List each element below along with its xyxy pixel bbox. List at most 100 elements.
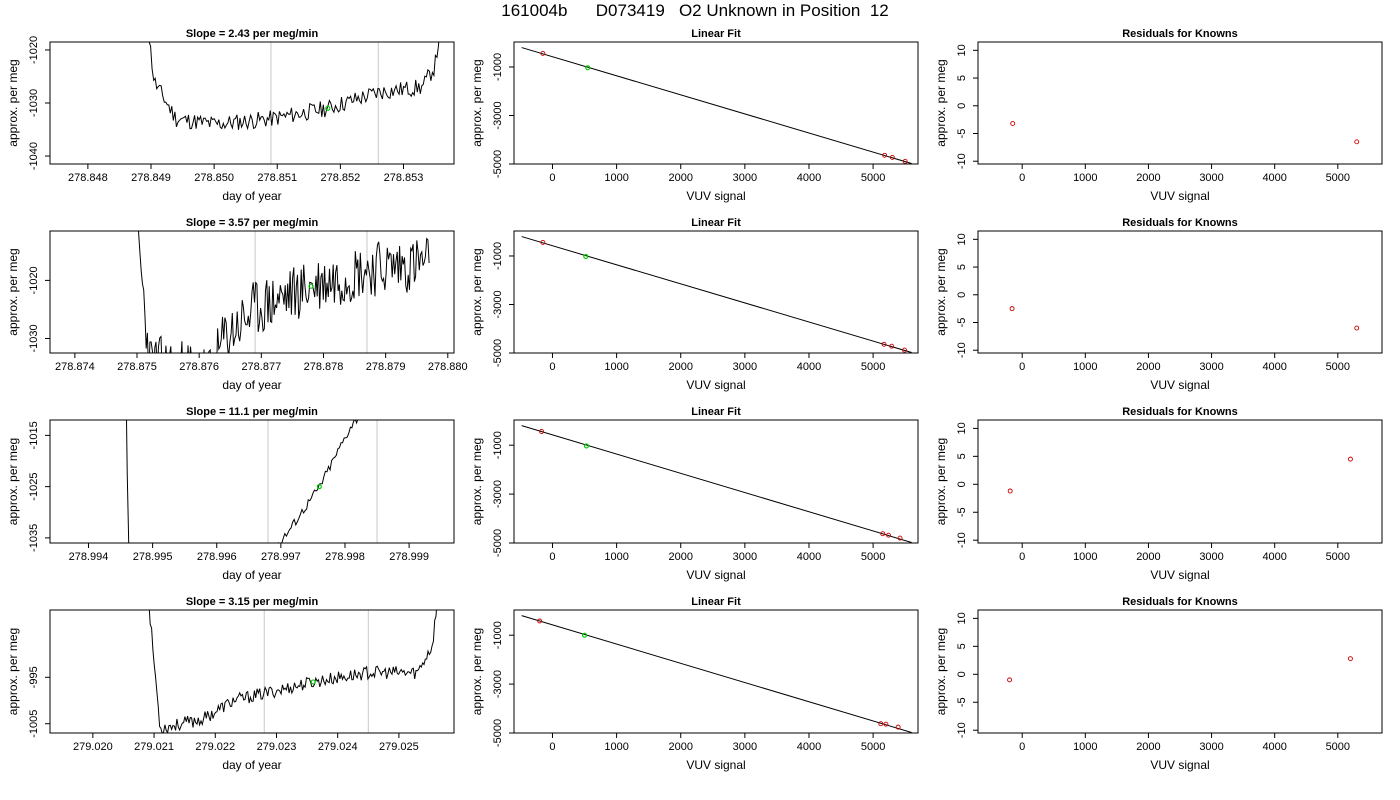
panel-title: Slope = 3.57 per meg/min [186,217,319,229]
x-tick-label: 278.853 [384,172,424,184]
known-point [1347,656,1353,662]
plot-area [521,47,912,164]
panel-r0-c1: Linear Fit 0 1000 2000 3000 4000 5000 -5000 -300… [470,28,919,203]
y-axis-label: approx. per meg [470,438,484,525]
x-tick-label: 4000 [797,551,821,563]
known-point [881,341,887,347]
y-tick-label: 5 [956,643,968,649]
y-tick-label: -1035 [28,524,40,552]
y-axis-label: approx. per meg [470,248,484,335]
x-axis-label: VUV signal [686,378,745,392]
x-tick-label: 5000 [861,551,885,563]
x-axis-label: VUV signal [1150,568,1209,582]
known-point [1007,488,1013,494]
y-axis-label: approx. per meg [6,438,20,525]
x-tick-label: 2000 [1136,361,1160,373]
x-tick-label: 1000 [604,172,628,184]
panel-title: Slope = 2.43 per meg/min [186,28,319,40]
signal-trace-line [148,42,440,131]
panel-title: Linear Fit [691,28,741,40]
x-tick-label: 4000 [797,172,821,184]
x-tick-label: 0 [1019,551,1025,563]
plot-area [148,610,437,733]
x-tick-label: 1000 [1073,551,1097,563]
y-axis-label: approx. per meg [470,628,484,715]
known-point [1007,677,1013,683]
x-tick-label: 2000 [1136,551,1160,563]
y-tick-label: -1005 [28,710,40,738]
plot-area [521,236,912,353]
y-tick-label: 0 [956,671,968,677]
x-axis-label: VUV signal [686,189,745,203]
x-tick-label: 278.996 [197,551,237,563]
unknown-point [581,632,588,638]
x-tick-label: 3000 [1199,741,1223,753]
y-axis-label: approx. per meg [934,628,948,715]
x-tick-label: 0 [1019,361,1025,373]
x-tick-label: 279.021 [134,741,174,753]
y-tick-label: 0 [956,103,968,109]
unknown-point [585,65,591,71]
y-tick-label: 5 [956,264,968,270]
panel-r1-c1: Linear Fit 0 1000 2000 3000 4000 5000 -5000 -300… [470,217,919,392]
plot-frame [49,609,455,734]
panel-title: Linear Fit [691,217,741,229]
x-axis-label: VUV signal [686,758,745,772]
y-tick-label: 5 [956,453,968,459]
plot-area [126,420,378,543]
y-tick-label: -1000 [492,431,504,459]
y-tick-label: -3000 [492,290,504,318]
panel-r2-c1: Linear Fit 0 1000 2000 3000 4000 5000 -5000 -300… [470,406,919,582]
panel-r0-c2: Residuals for Knowns 0 1000 2000 3000 4000 500… [934,28,1383,203]
x-tick-label: 278.998 [325,551,365,563]
x-tick-label: 0 [549,741,555,753]
x-tick-label: 278.879 [366,361,406,373]
fit-line [521,47,912,164]
plot-frame [513,41,919,165]
x-axis-label: day of year [222,189,281,203]
y-tick-label: -10 [956,342,968,358]
x-tick-label: 278.852 [320,172,360,184]
signal-trace-line [138,231,430,353]
known-point [539,429,545,434]
plot-area [1010,121,1360,145]
panel-title: Linear Fit [691,406,741,418]
x-tick-label: 5000 [1326,361,1350,373]
y-tick-label: -1015 [28,421,40,449]
panel-r2-c2: Residuals for Knowns 0 1000 2000 3000 4000 500… [934,406,1383,582]
x-tick-label: 4000 [1262,172,1286,184]
x-tick-label: 279.020 [73,741,113,753]
y-tick-label: -1040 [28,142,40,170]
x-axis-label: day of year [222,378,281,392]
x-tick-label: 278.874 [55,361,95,373]
known-point [889,343,895,349]
x-axis-label: day of year [222,758,281,772]
plot-frame [513,230,919,354]
y-tick-label: -3000 [492,480,504,508]
known-point [902,347,907,353]
plot-area [521,425,912,543]
plot-frame [977,419,1383,544]
plot-frame [513,419,919,544]
x-tick-label: 278.876 [179,361,219,373]
x-tick-label: 5000 [1326,172,1350,184]
x-axis-label: VUV signal [1150,758,1209,772]
panel-title: Slope = 3.15 per meg/min [186,596,319,608]
x-tick-label: 3000 [733,361,757,373]
y-tick-label: -5 [956,697,968,707]
signal-trace-line [126,420,359,543]
y-tick-label: -1000 [492,53,504,81]
panel-title: Residuals for Knowns [1122,28,1238,40]
panel-r3-c0: Slope = 3.15 per meg/min 279.020 279.021 27… [6,596,455,772]
signal-trace-line [148,610,437,733]
y-tick-label: -10 [956,532,968,548]
unknown-point [583,443,590,449]
y-tick-label: 5 [956,75,968,81]
unknown-point [325,105,331,111]
y-tick-label: -3000 [492,101,504,129]
y-tick-label: 10 [956,422,968,434]
unknown-point [583,253,589,260]
y-tick-label: -5 [956,507,968,517]
y-tick-label: -3000 [492,670,504,698]
